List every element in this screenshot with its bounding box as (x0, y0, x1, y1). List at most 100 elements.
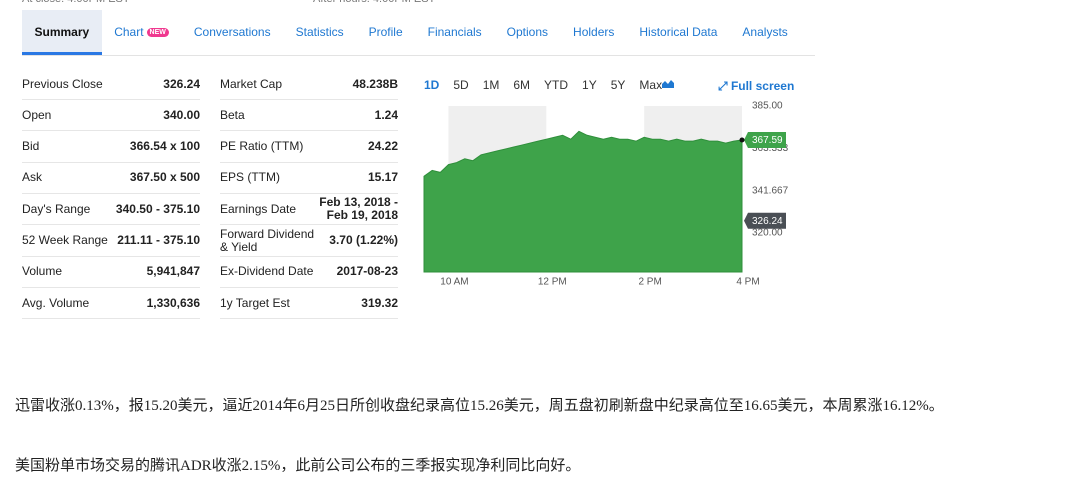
quote-label: Ex-Dividend Date (220, 264, 314, 279)
tab-label: Historical Data (639, 25, 718, 39)
last-price-dot (739, 137, 745, 143)
quote-row: 1y Target Est 319.32 (220, 288, 398, 320)
tab[interactable]: Financials (415, 10, 494, 55)
quote-value: 2017-08-23 (336, 264, 398, 279)
range-button[interactable]: 1Y (582, 78, 597, 92)
quote-row: Earnings Date Feb 13, 2018 - Feb 19, 2018 (220, 194, 398, 226)
quote-row: PE Ratio (TTM) 24.22 (220, 132, 398, 163)
tab-label: Summary (34, 25, 90, 39)
quote-label: Previous Close (22, 76, 103, 91)
tab[interactable]: Statistics (283, 10, 356, 55)
tab-label: Financials (427, 25, 482, 39)
quote-label: Ask (22, 170, 43, 185)
x-tick-label: 10 AM (440, 277, 468, 288)
y-tick-label: 363.333 (752, 143, 789, 154)
quote-label: Open (22, 107, 52, 122)
quote-row: Beta 1.24 (220, 100, 398, 132)
quote-row: EPS (TTM) 15.17 (220, 163, 398, 194)
quote-value: 15.17 (367, 170, 398, 185)
quote-row: 52 Week Range 211.11 - 375.10 (22, 226, 200, 257)
y-tick-label: 341.667 (752, 185, 789, 196)
quote-label: 52 Week Range (22, 233, 108, 247)
quote-label: PE Ratio (TTM) (220, 139, 304, 154)
tab-label: Conversations (193, 25, 271, 39)
tab-label: Statistics (295, 25, 344, 39)
quote-label: Volume (22, 264, 63, 279)
article-paragraph: 美国粉单市场交易的腾讯ADR收涨2.15%，此前公司公布的三季报实现净利同比向好… (15, 458, 581, 474)
x-tick-label: 4 PM (736, 277, 759, 288)
at-close: At close: 4:00PM EST (22, 0, 130, 5)
quote-label: 1y Target Est (220, 295, 290, 310)
tab-label: Holders (573, 25, 615, 39)
quote-label: Bid (22, 139, 40, 154)
range-button[interactable]: 1D (424, 78, 440, 92)
quote-row: Bid 366.54 x 100 (22, 132, 200, 163)
quote-label: Avg. Volume (22, 295, 90, 310)
quote-row: Forward Dividend & Yield 3.70 (1.22%) (220, 226, 398, 257)
x-tick-label: 12 PM (538, 277, 567, 288)
tab[interactable]: Profile (356, 10, 415, 55)
tab[interactable]: Chart NEW (102, 10, 182, 55)
quote-row: Day's Range 340.50 - 375.10 (22, 194, 200, 226)
quote-value: 340.50 - 375.10 (115, 201, 200, 216)
tab[interactable]: Holders (561, 10, 627, 55)
range-button[interactable]: YTD (544, 78, 569, 92)
tab[interactable]: Historical Data (627, 10, 730, 55)
tab-label: Analysts (742, 25, 788, 39)
tab-label: Profile (368, 25, 403, 39)
quote-label: Day's Range (22, 201, 91, 216)
quote-row: Ask 367.50 x 500 (22, 163, 200, 194)
tab[interactable]: Summary (22, 10, 102, 55)
quote-value: 1,330,636 (146, 295, 200, 310)
quote-value: Feb 13, 2018 - Feb 19, 2018 (319, 195, 398, 223)
range-button[interactable]: 1M (482, 78, 500, 92)
quote-value: 367.50 x 500 (129, 170, 200, 185)
quote-value: 48.238B (352, 76, 398, 91)
last-price-label: 367.59 (752, 135, 783, 146)
previous-close-tag (744, 212, 786, 229)
quote-value: 5,941,847 (146, 264, 200, 279)
quote-row: Market Cap 48.238B (220, 69, 398, 100)
tab-label: Options (506, 25, 549, 39)
range-button[interactable]: 6M (513, 78, 531, 92)
tab[interactable]: Conversations (181, 10, 283, 55)
full-screen[interactable]: ⤢ Full screen (718, 79, 794, 94)
tab[interactable]: Analysts (730, 10, 800, 55)
chart-type-icon[interactable] (660, 77, 676, 91)
range-button[interactable]: 5D (453, 78, 469, 92)
quote-value: 3.70 (1.22%) (329, 233, 398, 247)
quote-value: 340.00 (163, 107, 200, 122)
quote-row: Ex-Dividend Date 2017-08-23 (220, 257, 398, 288)
quote-label: Forward Dividend & Yield (220, 226, 315, 254)
quote-row: Volume 5,941,847 (22, 257, 200, 288)
new-badge: NEW (146, 28, 169, 37)
previous-close-label: 326.24 (752, 216, 783, 227)
icon-shape (662, 80, 674, 88)
quote-row: Open 340.00 (22, 100, 200, 132)
tab-label: Chart (114, 25, 144, 39)
tab[interactable]: Options (494, 10, 560, 55)
quote-row: Avg. Volume 1,330,636 (22, 288, 200, 320)
tab-bar: Summary Chart NEW Conversations Statistics Pr… (22, 10, 815, 56)
quote-value: 1.24 (374, 107, 398, 122)
quote-row: Previous Close 326.24 (22, 69, 200, 100)
quote-label: EPS (TTM) (220, 170, 280, 185)
range-button[interactable]: 5Y (610, 78, 626, 92)
quote-label: Earnings Date (220, 201, 297, 216)
y-tick-label: 385.00 (752, 101, 783, 112)
expand-icon: ⤢ (718, 79, 731, 93)
quote-value: 211.11 - 375.10 (117, 233, 200, 247)
article-paragraph: 迅雷收涨0.13%，报15.20美元，逼近2014年6月25日所创收盘纪录高位1… (15, 398, 944, 414)
quote-label: Market Cap (220, 76, 283, 91)
last-price-tag (744, 132, 786, 149)
quote-value: 326.24 (163, 76, 200, 91)
after-hours: After hours: 4:00PM EST (313, 0, 435, 5)
x-tick-label: 2 PM (638, 277, 661, 288)
range-button[interactable]: Max (639, 78, 663, 92)
quote-label: Beta (220, 107, 245, 122)
quote-value: 319.32 (361, 295, 398, 310)
range-selector: 1D 5D 1M 6M YTD 1Y 5Y Max (424, 78, 662, 92)
y-tick-label: 320.00 (752, 228, 783, 239)
price-area (423, 130, 743, 273)
